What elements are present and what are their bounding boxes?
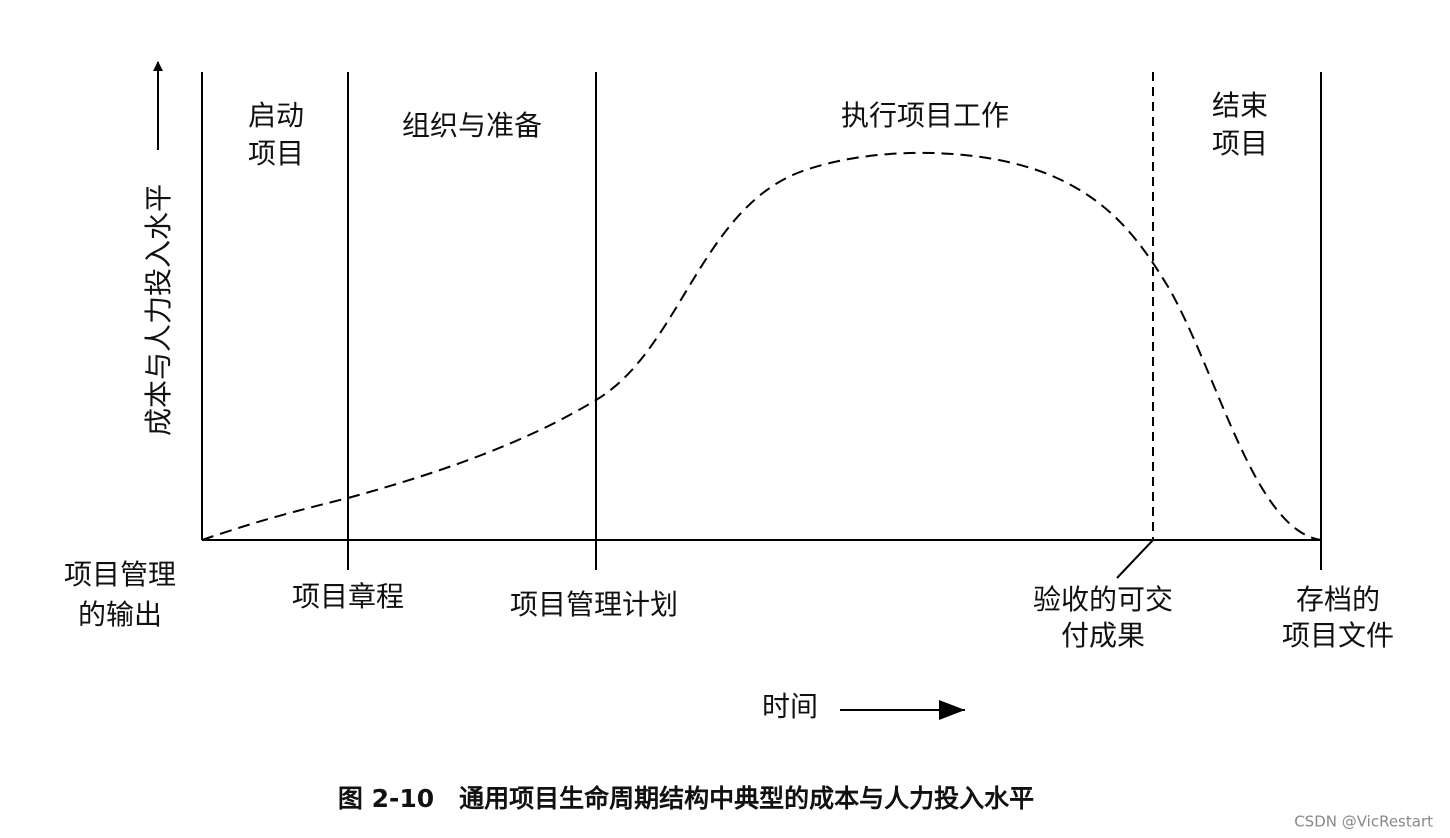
- output-label: 项目章程: [292, 580, 404, 613]
- output-label: 验收的可交: [1033, 583, 1173, 616]
- output-label: 付成果: [1061, 619, 1145, 652]
- phase-label: 组织与准备: [402, 109, 542, 142]
- x-axis-label: 时间: [762, 690, 818, 723]
- caption: 图 2-10 通用项目生命周期结构中典型的成本与人力投入水平: [338, 784, 1034, 813]
- cost-curve: [201, 151, 1322, 541]
- output-label: 项目文件: [1282, 619, 1394, 652]
- outputs-heading: 项目管理: [64, 558, 176, 591]
- phase-label: 结束: [1212, 89, 1268, 122]
- outputs-heading: 的输出: [78, 598, 162, 631]
- phase-label: 项目: [248, 137, 304, 170]
- output-tick: [1116, 539, 1154, 579]
- output-label: 存档的: [1296, 583, 1380, 616]
- y-axis-label: 成本与人力投入水平: [142, 184, 175, 436]
- phase-label: 启动: [248, 99, 304, 132]
- phase-label: 项目: [1212, 127, 1268, 160]
- output-label: 项目管理计划: [510, 588, 678, 621]
- watermark: CSDN @VicRestart: [1294, 813, 1433, 831]
- phase-label: 执行项目工作: [841, 99, 1009, 132]
